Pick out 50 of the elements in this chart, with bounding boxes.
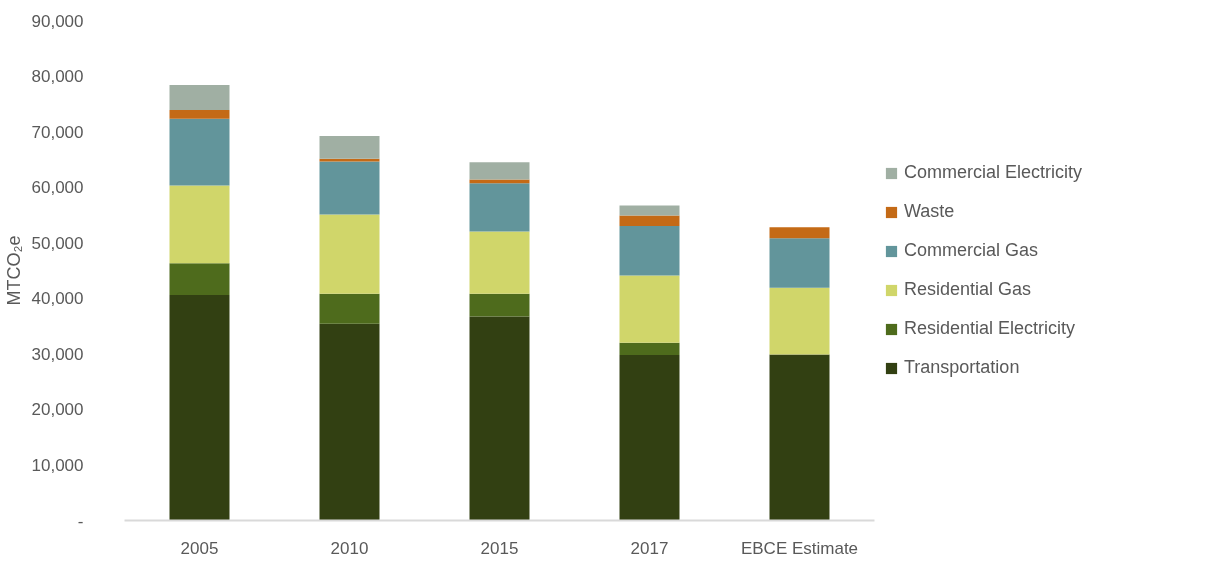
x-tick-label: 2017 [630,538,669,558]
legend-label: Residential Electricity [904,318,1076,339]
bar [769,227,830,239]
y-tick-label: 80,000 [31,67,84,87]
y-tick-label: - [77,511,84,531]
legend-label: Waste [904,201,955,222]
bar [169,109,230,119]
bar [619,215,680,227]
bar [469,183,530,232]
bar [169,294,230,521]
bar [169,185,230,264]
bar [319,158,380,162]
legend-label: Residential Gas [904,279,1032,300]
bar [619,205,680,216]
y-tick-label: 10,000 [31,455,84,475]
bar [769,238,830,288]
bar [319,214,380,294]
y-tick-label: 30,000 [31,344,84,364]
y-tick-label: 60,000 [31,178,84,198]
x-tick-label: 2005 [180,538,219,558]
bar [319,136,380,159]
bar [469,316,530,521]
legend-label: Transportation [904,357,1020,378]
y-tick-label: 90,000 [31,11,84,31]
bar [769,354,830,521]
y-axis-title: MTCO₂e [3,235,24,306]
bar [469,293,530,317]
bar [319,323,380,521]
x-tick-label: 2010 [330,538,369,558]
legend-label: Commercial Gas [904,240,1039,261]
bar [169,263,230,295]
legend-label: Commercial Electricity [904,162,1083,183]
bar [619,354,680,521]
bar [169,84,230,110]
y-tick-label: 40,000 [31,289,84,309]
y-tick-label: 20,000 [31,400,84,420]
bar [469,231,530,294]
bar [469,179,530,184]
bar [319,293,380,324]
y-tick-label: 70,000 [31,122,84,142]
x-tick-label: 2015 [480,538,519,558]
bar [769,287,830,355]
x-tick-label: EBCE Estimate [740,538,859,558]
bar [619,275,680,343]
bar [469,162,530,180]
bar [169,118,230,186]
bar [319,161,380,215]
y-tick-label: 50,000 [31,233,84,253]
bar [619,226,680,276]
bar [619,342,680,355]
